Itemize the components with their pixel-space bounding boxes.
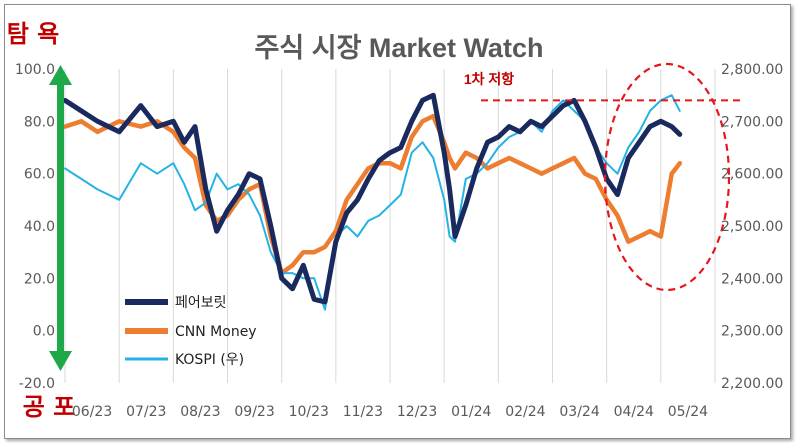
- legend-label-series-3: KOSPI (우): [175, 352, 244, 368]
- x-axis-tick-label: 04/24: [614, 404, 654, 420]
- x-axis-tick-label: 10/23: [289, 404, 329, 420]
- left-axis-tick-label: 60.0: [24, 167, 55, 183]
- x-axis-tick-label: 03/24: [559, 404, 599, 420]
- right-axis-tick-label: 2,600.00: [721, 167, 783, 183]
- left-axis-tick-label: 100.0: [15, 62, 55, 78]
- greed-label: 탐 욕: [7, 20, 60, 48]
- right-axis-tick-label: 2,300.00: [721, 324, 783, 340]
- resistance-label: 1차 저항: [464, 71, 514, 87]
- right-axis-tick-label: 2,400.00: [721, 271, 783, 287]
- series-lines: [62, 92, 683, 311]
- chart-frame: 1차 저항 주식 시장 Market Watch 탐 욕 공 포 100.0 80…: [4, 4, 791, 439]
- x-axis-tick-label: 11/23: [343, 404, 383, 420]
- series-line-1: [62, 92, 683, 305]
- x-axis-tick-label: 09/23: [234, 404, 274, 420]
- axis-labels: 100.0 80.0 60.0 40.0 20.0 0.0 -20.0 2,800.00 2,7…: [15, 62, 783, 420]
- right-axis-tick-label: 2,200.00: [721, 376, 783, 392]
- right-axis-tick-label: 2,700.00: [721, 114, 783, 130]
- left-axis-tick-label: -20.0: [19, 376, 55, 392]
- legend: 페어보릿 CNN Money KOSPI (우): [125, 295, 257, 368]
- right-axis-tick-label: 2,500.00: [721, 219, 783, 235]
- left-axis-tick-label: 20.0: [24, 271, 55, 287]
- left-axis-tick-label: 0.0: [33, 324, 55, 340]
- x-axis-tick-label: 12/23: [397, 404, 437, 420]
- x-axis-tick-label: 07/23: [126, 404, 166, 420]
- legend-label-series-1: 페어보릿: [175, 295, 227, 311]
- x-axis-tick-label: 02/24: [505, 404, 545, 420]
- greed-fear-arrow: [49, 65, 72, 371]
- right-axis-tick-label: 2,800.00: [721, 62, 783, 78]
- x-axis-tick-label: 06/23: [72, 404, 112, 420]
- x-axis-tick-label: 01/24: [451, 404, 491, 420]
- x-axis-tick-label: 05/24: [668, 404, 708, 420]
- x-axis-tick-label: 08/23: [180, 404, 220, 420]
- left-axis-tick-label: 40.0: [24, 219, 55, 235]
- grid-lines: [64, 69, 716, 383]
- fear-label: 공 포: [23, 393, 76, 421]
- chart-title: 주식 시장 Market Watch: [255, 33, 544, 63]
- series-line-2: [62, 113, 683, 276]
- left-axis-tick-label: 80.0: [24, 114, 55, 130]
- chart-svg: 1차 저항 주식 시장 Market Watch 탐 욕 공 포 100.0 80…: [7, 20, 784, 421]
- highlight-ellipse: [603, 62, 731, 292]
- legend-label-series-2: CNN Money: [175, 324, 257, 340]
